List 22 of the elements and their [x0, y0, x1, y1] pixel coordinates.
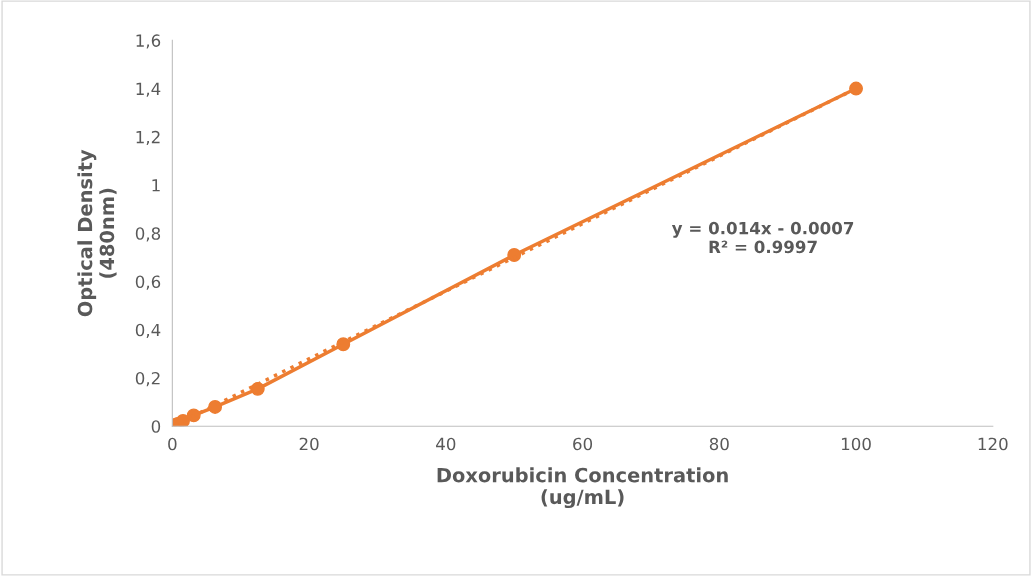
- y-tick-label: 0,2: [135, 371, 160, 387]
- y-tick-label: 0,8: [135, 227, 161, 242]
- y-tick-label: 1,2: [136, 130, 160, 146]
- x-tick-label: 100: [841, 437, 871, 451]
- x-tick-label: 60: [573, 437, 593, 451]
- x-tick-label: 120: [978, 437, 1008, 451]
- y-axis-title: Optical Density (480nm): [77, 149, 117, 317]
- point: [507, 248, 522, 262]
- x-tick-label: 80: [709, 437, 729, 451]
- y-tick-label: 0,4: [135, 323, 161, 339]
- annotation: y = 0.014x - 0.0007 R² = 0.9997: [671, 221, 854, 254]
- y-tick-label: 1,4: [136, 82, 161, 97]
- point: [336, 337, 351, 352]
- y-tick-label: 0,6: [135, 275, 161, 290]
- point: [849, 81, 863, 96]
- x-tick-label: 40: [436, 437, 456, 451]
- x-tick-label: 20: [299, 437, 319, 451]
- y-tick-label: 1: [152, 179, 160, 192]
- y-tick-label: 1,6: [136, 34, 161, 49]
- x-axis-title: Doxorubicin Concentration (ug/mL): [437, 467, 728, 509]
- y-tick-label: 0: [151, 420, 161, 433]
- x-tick-label: 0: [168, 437, 177, 451]
